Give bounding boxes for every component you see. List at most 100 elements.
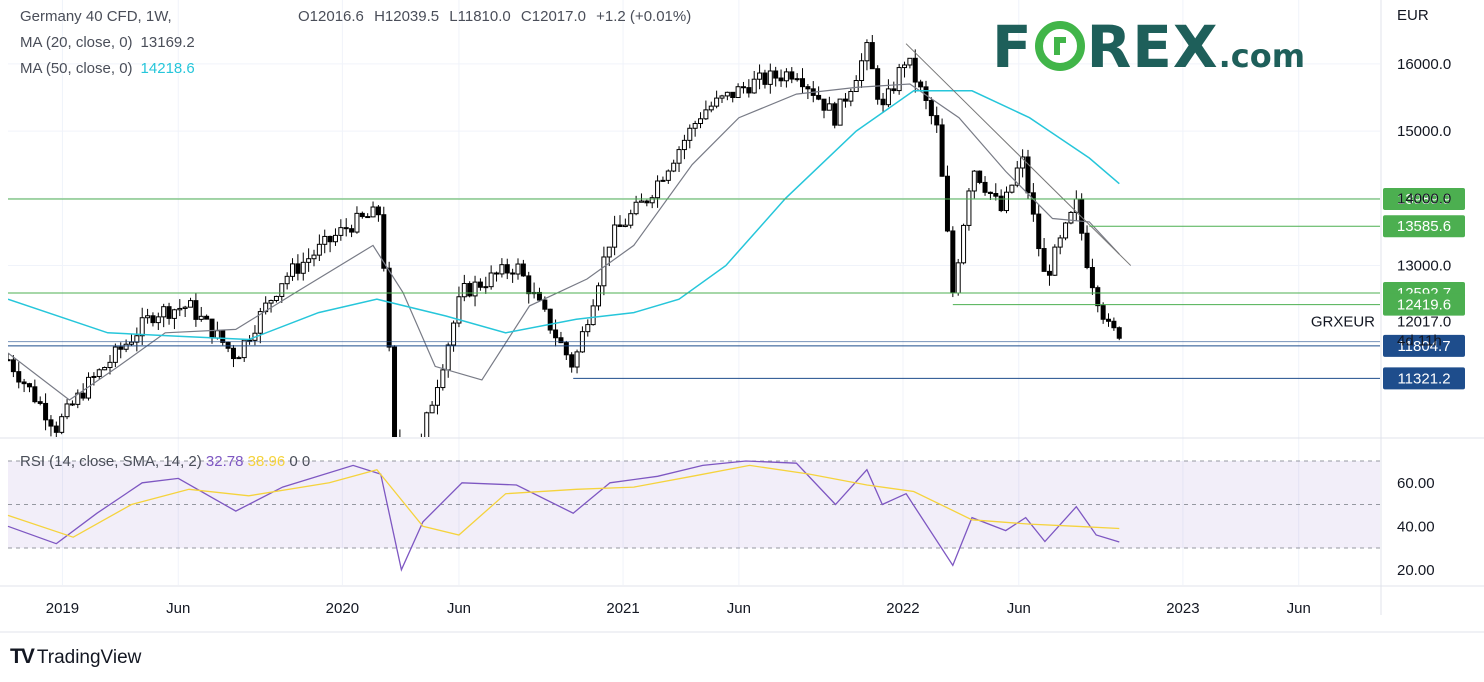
candle-body [842, 98, 848, 102]
candle-body [477, 281, 483, 288]
candle-body [644, 200, 650, 204]
candle-body [327, 235, 333, 243]
candle-body [434, 387, 440, 406]
candle-body [708, 105, 714, 111]
candle-body [440, 369, 446, 389]
candle-body [928, 99, 934, 117]
x-tick-label: Jun [1287, 600, 1311, 617]
candle-body [1063, 222, 1069, 239]
candle-body [268, 299, 274, 304]
candle-body [837, 98, 843, 126]
x-tick-label: 2020 [326, 600, 359, 617]
candle-body [939, 124, 945, 177]
candle-body [665, 170, 671, 181]
candle-body [241, 339, 247, 359]
x-tick-label: Jun [727, 600, 751, 617]
candle-body [1089, 266, 1095, 289]
candle-body [891, 88, 897, 92]
candle-body [483, 286, 489, 289]
candle-body [800, 78, 806, 88]
candle-body [43, 402, 49, 421]
candle-body [375, 206, 381, 216]
candle-body [209, 318, 215, 339]
rsi-y-tick-label: 20.00 [1397, 562, 1435, 579]
candle-body [574, 351, 580, 368]
candle-body [671, 162, 677, 172]
x-tick-label: 2019 [46, 600, 79, 617]
candle-body [907, 57, 913, 66]
candle-body [767, 70, 773, 85]
candle-body [161, 306, 167, 318]
level-price-box [1383, 367, 1465, 390]
candle-body [247, 339, 253, 342]
rsi-legend: RSI (14, close, SMA, 14, 2) 32.78 38.96 … [20, 453, 310, 470]
candle-body [547, 308, 553, 331]
candle-body [279, 283, 285, 297]
logo-letters: REX [1086, 13, 1219, 81]
candle-body [558, 337, 564, 344]
candle-body [681, 139, 687, 151]
candle-body [751, 78, 757, 94]
candle-body [311, 254, 317, 260]
level-price-label: 11804.7 [1397, 338, 1450, 355]
candle-body [472, 281, 478, 297]
candle-body [499, 264, 505, 275]
candle-body [553, 329, 559, 339]
level-price-label: 13989.9 [1397, 191, 1451, 208]
ma20-legend[interactable]: MA (20, close, 0) 13169.2 [20, 34, 195, 51]
candle-body [26, 383, 32, 388]
candle-body [306, 258, 312, 263]
candle-body [198, 315, 204, 320]
candle-body [762, 72, 768, 85]
candle-body [451, 322, 457, 346]
candle-body [1068, 211, 1074, 224]
close-value: C12017.0 [520, 8, 586, 25]
candle-body [204, 315, 210, 320]
candle-body [75, 392, 81, 405]
y-tick-label: 16000.0 [1397, 56, 1451, 73]
rsi-line [7, 460, 1120, 572]
candle-body [322, 235, 328, 245]
candle-body [703, 109, 709, 120]
candle-body [638, 200, 644, 203]
candle-body [805, 86, 811, 90]
candle-body [692, 123, 698, 129]
candle-body [977, 170, 983, 183]
ma50-line [8, 90, 1120, 341]
candle-body [655, 180, 661, 199]
candle-body [859, 60, 865, 82]
candle-body [494, 272, 500, 275]
level-price-label: 12419.6 [1397, 297, 1451, 314]
candle-body [354, 212, 360, 233]
rsi-y-tick-label: 60.00 [1397, 475, 1435, 492]
candle-body [746, 87, 752, 94]
x-tick-label: 2023 [1166, 600, 1199, 617]
candle-body [488, 272, 494, 288]
candle-body [606, 246, 612, 258]
rsi-y-tick-label: 40.00 [1397, 518, 1435, 535]
candle-body [773, 70, 779, 79]
candle-body [381, 214, 387, 269]
tradingview-brand[interactable]: TV TradingView [10, 645, 141, 669]
candle-body [676, 149, 682, 164]
candle-body [515, 263, 521, 275]
candle-body [64, 403, 70, 418]
candle-body [526, 275, 532, 295]
level-price-box [1383, 334, 1465, 357]
candle-body [504, 264, 510, 274]
candle-body [284, 275, 290, 285]
candle-body [236, 357, 242, 360]
candle-body [316, 243, 322, 256]
candle-body [230, 347, 236, 360]
candle-body [349, 228, 355, 233]
candle-body [1100, 305, 1106, 320]
candle-body [622, 224, 628, 228]
ma50-legend[interactable]: MA (50, close, 0) 14218.6 [20, 60, 195, 77]
candle-body [1025, 156, 1031, 194]
ma20-value: 13169.2 [140, 34, 195, 51]
candle-body [993, 192, 999, 197]
candle-body [971, 170, 977, 192]
candle-body [966, 190, 972, 226]
ma-group [8, 83, 1120, 401]
